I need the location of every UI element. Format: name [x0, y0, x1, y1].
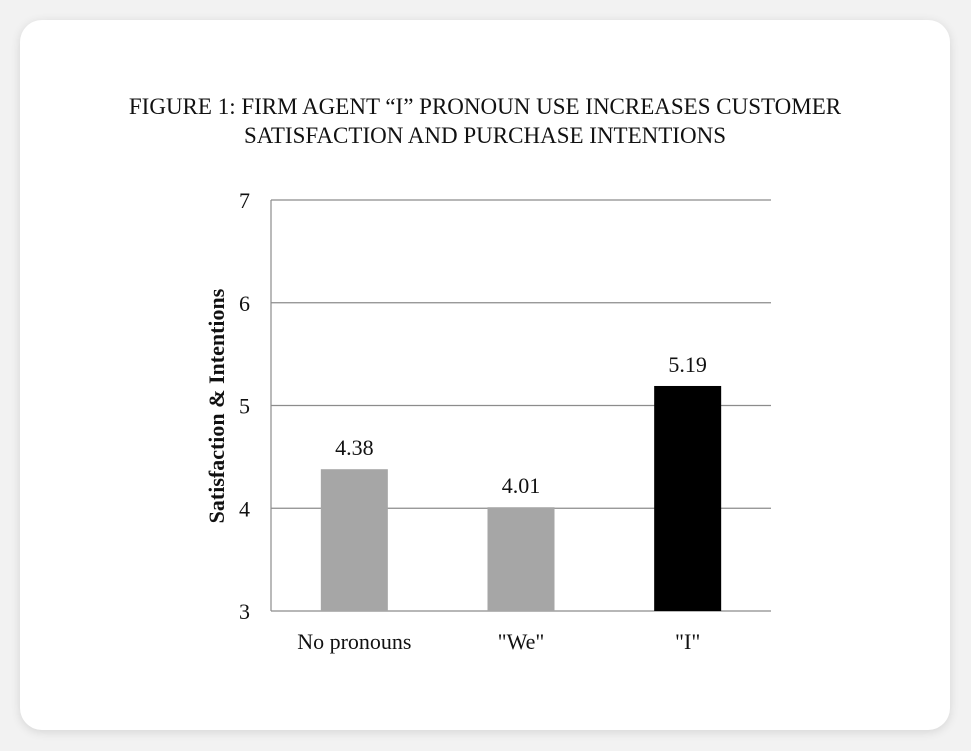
figure-title-line-2: SATISFACTION AND PURCHASE INTENTIONS: [244, 123, 726, 148]
bars: [320, 385, 722, 611]
y-tick-label: 3: [239, 599, 250, 624]
y-axis-label: Satisfaction & Intentions: [204, 288, 229, 523]
bar: [487, 507, 555, 611]
x-tick-label: "We": [498, 629, 545, 654]
figure-title: FIGURE 1: FIRM AGENT “I” PRONOUN USE INC…: [20, 92, 950, 150]
x-tick-label: "I": [675, 629, 700, 654]
figure-card: FIGURE 1: FIRM AGENT “I” PRONOUN USE INC…: [20, 20, 950, 730]
y-tick-label: 5: [239, 394, 250, 419]
bar: [320, 469, 388, 611]
y-tick-label: 7: [239, 188, 250, 213]
bar: [654, 385, 722, 611]
y-tick-label: 4: [239, 496, 250, 521]
x-axis-ticks: No pronouns "We" "I": [297, 629, 700, 654]
y-axis-ticks: 3 4 5 6 7: [239, 188, 250, 624]
y-tick-label: 6: [239, 291, 250, 316]
data-label: 4.01: [502, 473, 541, 498]
data-label: 5.19: [668, 352, 707, 377]
data-labels: 4.38 4.01 5.19: [335, 352, 707, 498]
data-label: 4.38: [335, 435, 374, 460]
x-tick-label: No pronouns: [297, 629, 411, 654]
figure-title-line-1: FIGURE 1: FIRM AGENT “I” PRONOUN USE INC…: [128, 94, 842, 119]
